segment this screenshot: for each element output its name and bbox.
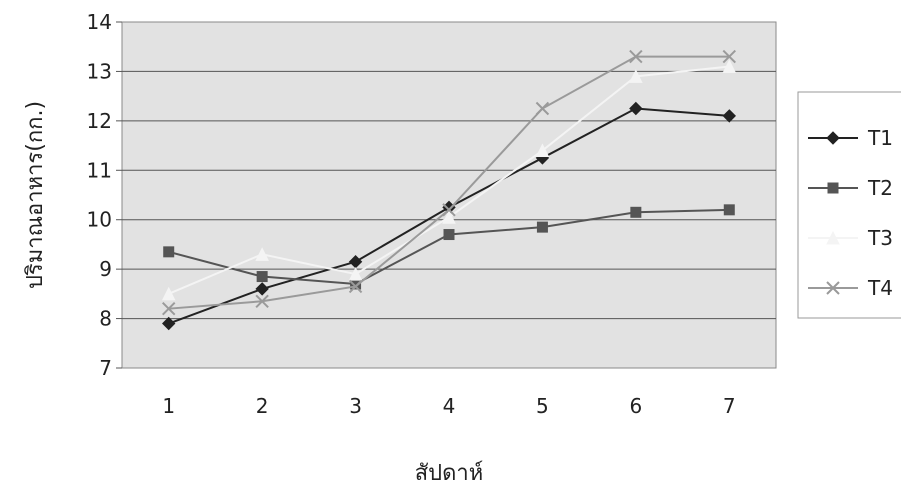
y-axis-ticks: 7 8 9 10 11 12 13 14 [87, 10, 122, 380]
legend-label: T1 [867, 126, 893, 150]
legend-box [797, 91, 901, 319]
marker-stroke [162, 301, 176, 316]
plot-background [121, 21, 777, 369]
y-tick-label: 7 [99, 356, 112, 380]
data-point [443, 229, 455, 241]
marker-stroke [722, 49, 736, 64]
data-point [536, 221, 548, 233]
data-point [629, 49, 643, 64]
data-point [535, 143, 550, 158]
plot-area [121, 21, 777, 369]
legend-item: T1 [808, 126, 893, 150]
marker-stroke [442, 203, 456, 217]
data-point [162, 301, 176, 316]
legend-label: T3 [867, 226, 893, 250]
legend-item: T3 [808, 226, 893, 250]
marker-stroke [348, 279, 363, 294]
data-point [162, 316, 176, 331]
data-point [348, 279, 363, 294]
y-tick-label: 13 [87, 59, 112, 83]
series-t2 [163, 204, 735, 290]
y-tick-label: 11 [87, 158, 112, 182]
data-point [442, 203, 456, 217]
x-tick-label: 3 [349, 394, 362, 418]
data-point [163, 246, 175, 258]
data-point [348, 266, 363, 281]
data-point [255, 294, 269, 308]
x-tick-label: 6 [629, 394, 642, 418]
data-point [256, 271, 268, 283]
data-point [442, 210, 456, 224]
data-point [161, 286, 176, 301]
x-tick-label: 4 [443, 394, 456, 418]
x-tick-label: 2 [256, 394, 269, 418]
data-point [722, 49, 736, 64]
y-tick-label: 10 [87, 208, 112, 232]
data-point [535, 101, 550, 116]
legend-item: T4 [808, 276, 893, 300]
x-tick-label: 1 [162, 394, 175, 418]
legend-label: T4 [867, 276, 893, 300]
x-tick-label: 5 [536, 394, 549, 418]
marker-stroke [255, 294, 269, 308]
marker-stroke [629, 49, 643, 64]
legend: T1 T2 T3 T4 [797, 91, 901, 319]
y-tick-label: 14 [87, 10, 112, 34]
data-point [722, 109, 736, 123]
data-point [255, 282, 269, 296]
data-point [629, 69, 643, 83]
legend-label: T2 [867, 176, 893, 200]
y-tick-label: 9 [99, 257, 112, 281]
x-axis-label: สัปดาห์ [415, 461, 484, 486]
y-axis-label: ปริมาณอาหาร(กก.) [23, 101, 48, 289]
series-lines [161, 49, 737, 331]
x-axis-ticks: 1 2 3 4 5 6 7 [162, 394, 735, 418]
marker-stroke [535, 101, 550, 116]
data-point [630, 206, 642, 218]
legend-marker [826, 131, 840, 145]
series-t3 [161, 59, 737, 301]
data-point [722, 59, 737, 73]
legend-item: T2 [808, 176, 893, 200]
y-tick-label: 12 [87, 109, 112, 133]
legend-marker [826, 281, 840, 295]
legend-marker [827, 182, 839, 194]
data-point [723, 204, 735, 216]
x-tick-label: 7 [723, 394, 736, 418]
data-point [255, 247, 269, 261]
series-t4 [162, 49, 736, 316]
marker-stroke [826, 281, 840, 295]
legend-marker [826, 230, 840, 245]
y-tick-label: 8 [99, 307, 112, 331]
data-point [629, 101, 643, 116]
